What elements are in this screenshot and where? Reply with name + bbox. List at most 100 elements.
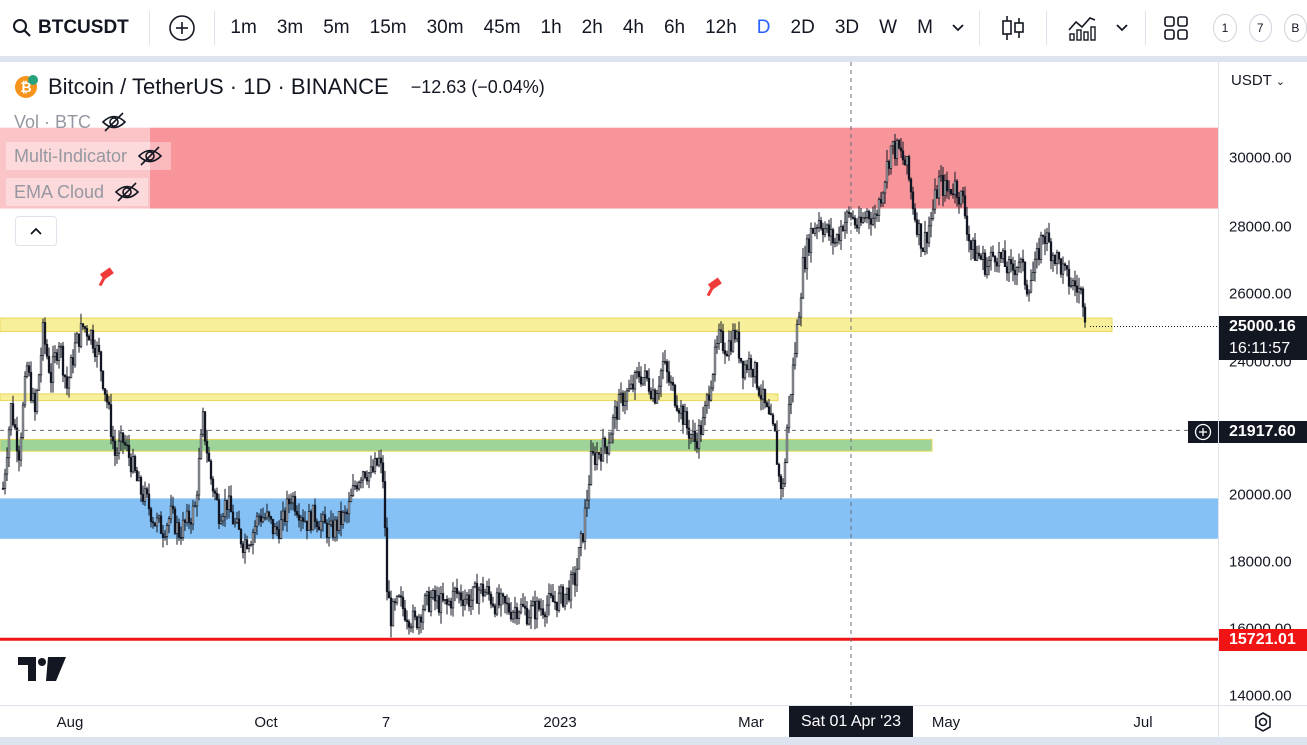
candle-down — [123, 442, 127, 446]
candle-down — [853, 217, 857, 226]
timeframe-6h[interactable]: 6h — [663, 17, 686, 38]
timeframe-4h[interactable]: 4h — [622, 17, 644, 38]
timeframe-15m[interactable]: 15m — [369, 17, 407, 38]
candle-up — [929, 218, 933, 227]
candle-down — [153, 522, 157, 527]
tradingview-logo-icon[interactable] — [18, 657, 66, 681]
timeframe-45m[interactable]: 45m — [483, 17, 521, 38]
chart-settings-button[interactable] — [1218, 705, 1307, 737]
candle-up — [927, 225, 931, 244]
eye-hidden-icon[interactable] — [137, 145, 163, 167]
candle-up — [31, 392, 35, 401]
candle-up — [1001, 250, 1005, 259]
candle-down — [699, 425, 703, 435]
candle-down — [919, 223, 923, 249]
timeframe-30m[interactable]: 30m — [426, 17, 464, 38]
crosshair-add-button[interactable] — [1188, 421, 1218, 443]
collapse-legend-button[interactable] — [15, 216, 57, 246]
symbol-label: BTCUSDT — [38, 17, 129, 38]
candle-up — [261, 517, 265, 523]
candle-down — [1047, 232, 1051, 243]
candle-down — [963, 195, 967, 217]
candle-up — [539, 608, 543, 611]
candle-up — [785, 427, 789, 463]
candle-up — [349, 495, 353, 503]
candle-down — [909, 178, 913, 193]
price-axis[interactable]: USDT ⌄ 30000.00 28000.00 26000.00 24000.… — [1218, 62, 1307, 705]
eye-hidden-icon[interactable] — [114, 181, 140, 203]
candle-down — [685, 411, 689, 429]
candle-down — [493, 605, 497, 615]
circle-button-B[interactable]: B — [1283, 14, 1307, 42]
candle-down — [159, 515, 163, 534]
candle-down — [1081, 288, 1085, 308]
timeframe-1h[interactable]: 1h — [540, 17, 562, 38]
chart-plot-area[interactable] — [0, 62, 1218, 705]
candle-up — [279, 519, 283, 539]
candle-down — [759, 395, 763, 400]
circle-button-7[interactable]: 7 — [1248, 14, 1272, 42]
candle-up — [607, 442, 611, 455]
indicator-multi[interactable]: Multi-Indicator — [6, 142, 172, 170]
candle-down — [1073, 280, 1077, 287]
timeframe-2D[interactable]: 2D — [790, 17, 815, 38]
candle-up — [987, 259, 991, 267]
candle-down — [1013, 269, 1017, 276]
time-axis[interactable]: Aug Oct 7 2023 Mar May Jul Sat 01 Apr '2… — [0, 705, 1218, 738]
candle-up — [789, 394, 793, 405]
symbol-search[interactable]: BTCUSDT — [0, 0, 143, 57]
currency-selector[interactable]: USDT ⌄ — [1231, 72, 1285, 89]
candle-down — [173, 508, 177, 534]
candle-up — [39, 355, 43, 376]
candle-up — [307, 511, 311, 531]
candle-up — [817, 220, 821, 228]
chevron-up-icon — [30, 227, 42, 235]
indicator-volume[interactable]: Vol · BTC — [6, 108, 135, 136]
candle-up — [377, 457, 381, 466]
timeframe-list: 1m 3m 5m 15m 30m 45m 1h 2h 4h 6h 12h D 2… — [220, 11, 942, 45]
candle-up — [1029, 280, 1033, 293]
candle-up — [863, 217, 867, 219]
timeframe-3m[interactable]: 3m — [276, 17, 304, 38]
candle-up — [201, 411, 205, 435]
candle-up — [943, 180, 947, 196]
timeframe-dropdown[interactable] — [943, 11, 973, 45]
candle-up — [291, 495, 295, 504]
indicator-ema-cloud[interactable]: EMA Cloud — [6, 178, 149, 206]
timeframe-1m[interactable]: 1m — [230, 17, 257, 38]
candle-down — [707, 394, 711, 401]
candle-down — [957, 197, 961, 205]
candle-down — [11, 403, 15, 425]
candle-down — [515, 607, 519, 620]
candle-down — [875, 213, 879, 216]
timeframe-12h[interactable]: 12h — [705, 17, 737, 38]
layout-button[interactable] — [1151, 11, 1201, 45]
chart-type-button[interactable] — [986, 11, 1040, 45]
candle-down — [15, 427, 19, 452]
timeframe-W[interactable]: W — [879, 17, 898, 38]
candle-down — [665, 361, 669, 373]
timeframe-3D[interactable]: 3D — [834, 17, 860, 38]
candle-up — [661, 361, 665, 372]
indicators-dropdown[interactable] — [1105, 11, 1139, 45]
candle-down — [671, 382, 675, 386]
candle-up — [747, 358, 751, 370]
chart-border — [0, 57, 1307, 62]
eye-hidden-icon[interactable] — [101, 111, 127, 133]
candle-up — [791, 364, 795, 395]
compare-symbol-button[interactable] — [156, 11, 208, 45]
circle-button-1[interactable]: 1 — [1213, 14, 1237, 42]
candle-up — [333, 519, 337, 538]
timeframe-D[interactable]: D — [756, 17, 771, 38]
price-tick: 20000.00 — [1229, 486, 1292, 504]
candle-down — [983, 252, 987, 275]
candle-up — [689, 434, 693, 439]
timeframe-5m[interactable]: 5m — [323, 17, 350, 38]
candle-up — [709, 387, 713, 401]
candle-down — [769, 413, 773, 416]
candle-up — [251, 532, 255, 545]
timeframe-M[interactable]: M — [917, 17, 933, 38]
candle-down — [371, 466, 375, 472]
timeframe-2h[interactable]: 2h — [581, 17, 603, 38]
indicators-button[interactable] — [1053, 11, 1105, 45]
